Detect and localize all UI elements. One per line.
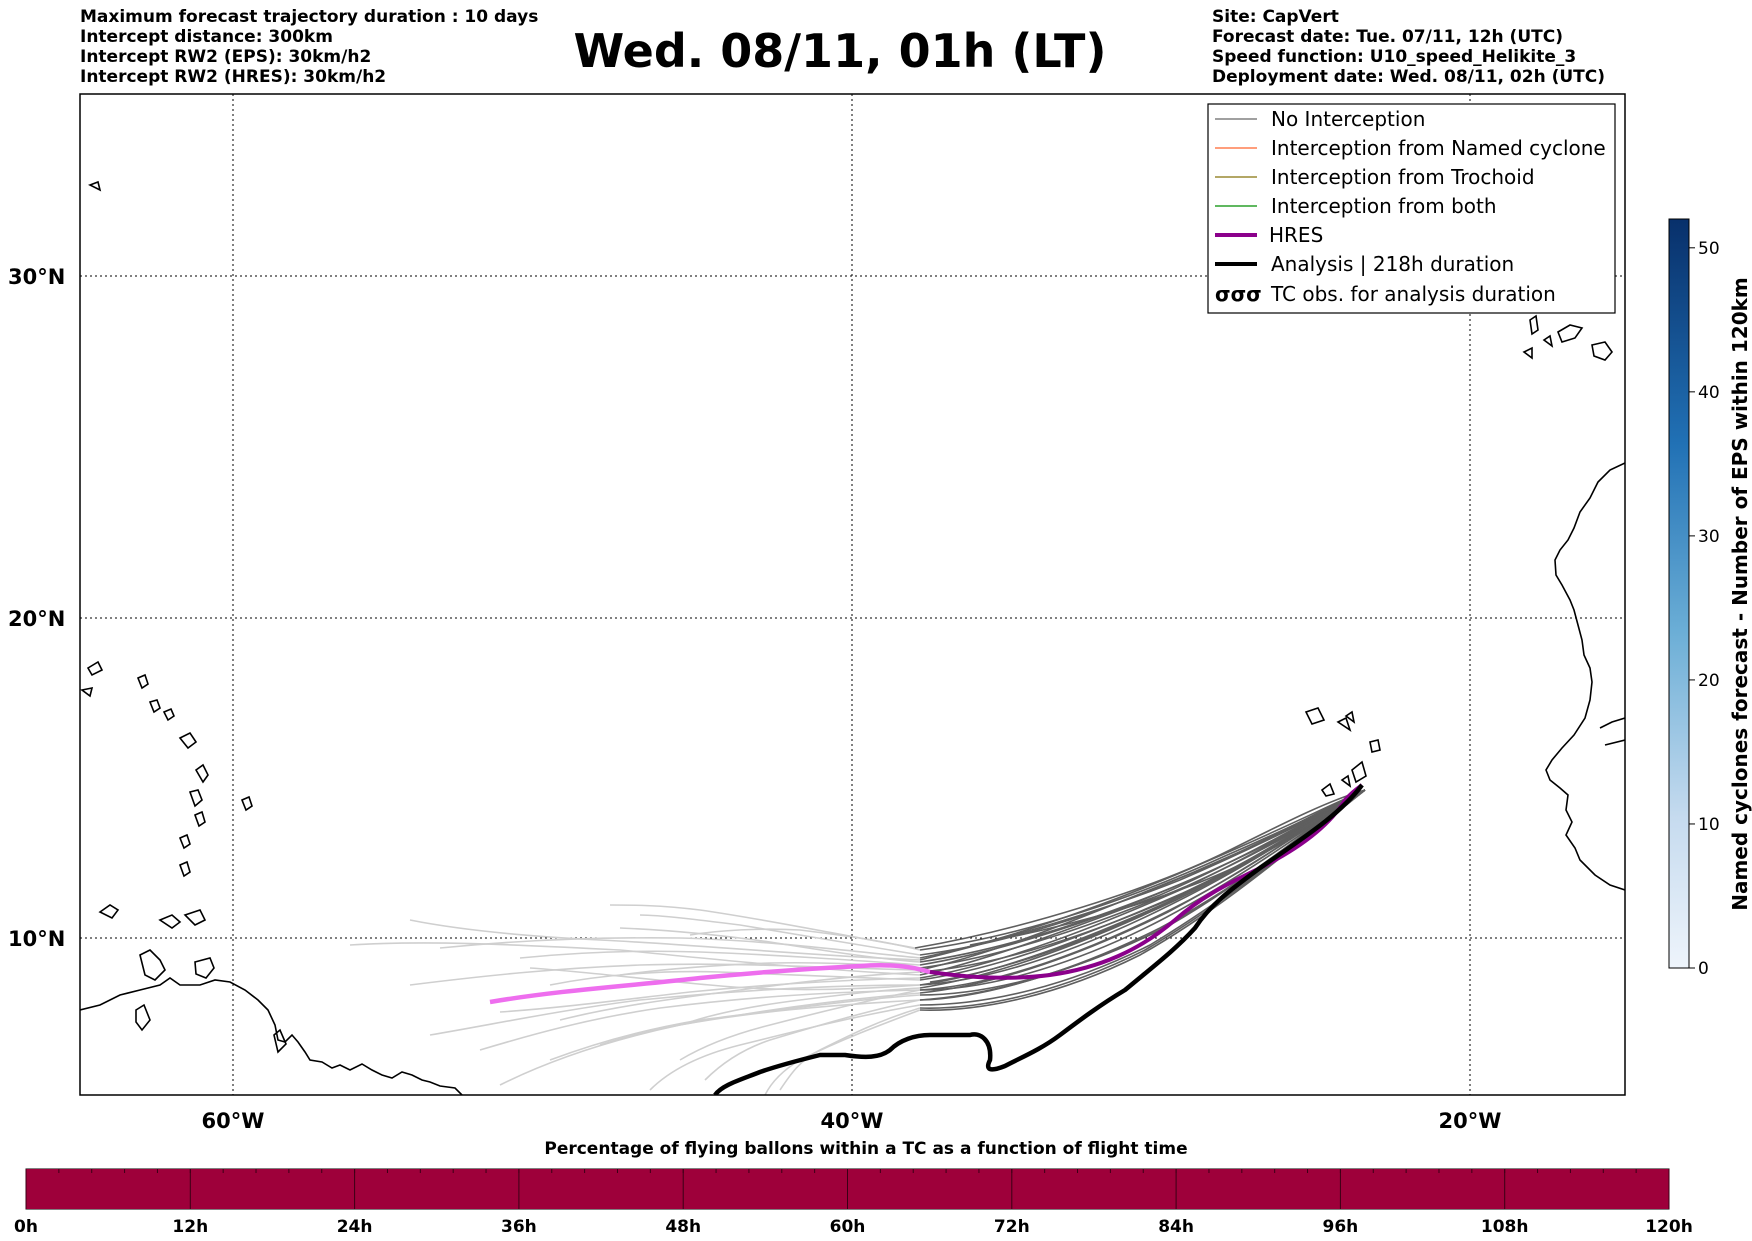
legend-label: TC obs. for analysis duration <box>1270 282 1556 306</box>
lon-label-20w: 20°W <box>1439 1109 1502 1133</box>
legend-label: Interception from Trochoid <box>1271 165 1535 189</box>
bottom-bar-tick-label: 60h <box>830 1217 866 1237</box>
legend-item-no-interception: No Interception <box>1215 107 1425 131</box>
map-frame <box>79 93 1626 1096</box>
lon-label-40w: 40°W <box>821 1109 884 1133</box>
flight-time-bar: Percentage of flying ballons within a TC… <box>14 1139 1693 1237</box>
canary-islands <box>1529 314 1539 336</box>
colorbar-label: Named cyclones forecast - Number of EPS … <box>1728 277 1752 911</box>
island-arc <box>98 904 120 920</box>
lat-label-10n: 10°N <box>8 927 65 951</box>
cyclone-colorbar: 0 10 20 30 40 50 Named cyclones forecast - Nu… <box>1668 218 1752 979</box>
bottom-bar-tick-label: 12h <box>172 1217 208 1237</box>
header-right-line: Site: CapVert <box>1212 7 1339 27</box>
legend-item-hres: HRES <box>1215 223 1323 247</box>
guadeloupe <box>178 731 198 750</box>
lat-label-20n: 20°N <box>8 607 65 631</box>
tc-symbol-icon: σσσ <box>1215 282 1262 306</box>
bottom-bar-title: Percentage of flying ballons within a TC… <box>544 1139 1187 1159</box>
colorbar-tick-label: 20 <box>1698 671 1720 691</box>
lat-label-30n: 30°N <box>8 265 65 289</box>
colorbar-tick-label: 50 <box>1698 239 1720 259</box>
colorbar-tick-label: 40 <box>1698 383 1720 403</box>
header-left-line: Intercept RW2 (EPS): 30km/h2 <box>80 47 372 67</box>
colorbar-tick-label: 30 <box>1698 527 1720 547</box>
legend-item-named-cyclone: Interception from Named cyclone <box>1215 136 1606 160</box>
coastlines <box>80 180 1625 1095</box>
legend-item-tc-obs: σσσ TC obs. for analysis duration <box>1215 282 1556 306</box>
colorbar-gradient <box>1668 218 1690 969</box>
bottom-bar-tick-label: 96h <box>1323 1217 1359 1237</box>
legend-label: HRES <box>1269 223 1323 247</box>
hres-trajectory-forecast <box>929 783 1364 980</box>
bottom-bar-tick-label: 84h <box>1158 1217 1194 1237</box>
colorbar-tick-label: 10 <box>1698 815 1720 835</box>
analysis-trajectory <box>713 783 1364 1095</box>
bottom-bar-tick-label: 0h <box>14 1217 38 1237</box>
colorbar-tick-label: 0 <box>1698 959 1709 979</box>
header-right-line: Speed function: U10_speed_Helikite_3 <box>1212 47 1577 67</box>
header-left-line: Maximum forecast trajectory duration : 1… <box>80 7 539 27</box>
hres-trajectory-past <box>489 963 931 1005</box>
header-left-info: Maximum forecast trajectory duration : 1… <box>80 7 538 87</box>
legend-label: Interception from Named cyclone <box>1271 136 1606 160</box>
eps-trajectories-past <box>349 904 921 1095</box>
header-right-line: Forecast date: Tue. 07/11, 12h (UTC) <box>1212 27 1563 47</box>
trinidad <box>194 957 215 979</box>
legend-item-both: Interception from both <box>1215 194 1497 218</box>
bottom-bar-tick-label: 24h <box>337 1217 373 1237</box>
header-left-line: Intercept RW2 (HRES): 30km/h2 <box>80 67 387 87</box>
latitude-labels: 30°N 20°N 10°N <box>8 265 65 951</box>
bottom-bar-ticks: 0h 12h 24h 36h 48h 60h 72h 84h 96h 108h 120h <box>14 1169 1693 1237</box>
bottom-bar-tick-label: 48h <box>665 1217 701 1237</box>
header-right-info: Site: CapVert Forecast date: Tue. 07/11,… <box>1212 7 1605 87</box>
header-left-line: Intercept distance: 300km <box>80 27 333 47</box>
bottom-bar-tick-label: 108h <box>1481 1217 1529 1237</box>
bottom-bar-tick-label: 36h <box>501 1217 537 1237</box>
legend: No Interception Interception from Named … <box>1207 103 1616 314</box>
legend-label: No Interception <box>1271 107 1425 131</box>
bottom-bar-tick-label: 120h <box>1645 1217 1693 1237</box>
colorbar-ticks: 0 10 20 30 40 50 <box>1689 239 1720 979</box>
bottom-bar-tick-label: 72h <box>994 1217 1030 1237</box>
legend-box <box>1207 103 1616 314</box>
legend-label: Interception from both <box>1271 194 1497 218</box>
longitude-labels: 60°W 40°W 20°W <box>202 1109 1502 1133</box>
west-africa-coast <box>1545 462 1625 891</box>
lon-label-60w: 60°W <box>202 1109 265 1133</box>
header-right-line: Deployment date: Wed. 08/11, 02h (UTC) <box>1212 67 1606 87</box>
south-america-coast <box>80 977 463 1095</box>
legend-label: Analysis | 218h duration <box>1271 252 1514 276</box>
legend-item-analysis: Analysis | 218h duration <box>1215 252 1514 276</box>
map-title: Wed. 08/11, 01h (LT) <box>573 24 1107 78</box>
lake-maracaibo <box>139 949 166 981</box>
cape-verde-islands <box>1351 760 1367 784</box>
legend-item-trochoid: Interception from Trochoid <box>1215 165 1535 189</box>
